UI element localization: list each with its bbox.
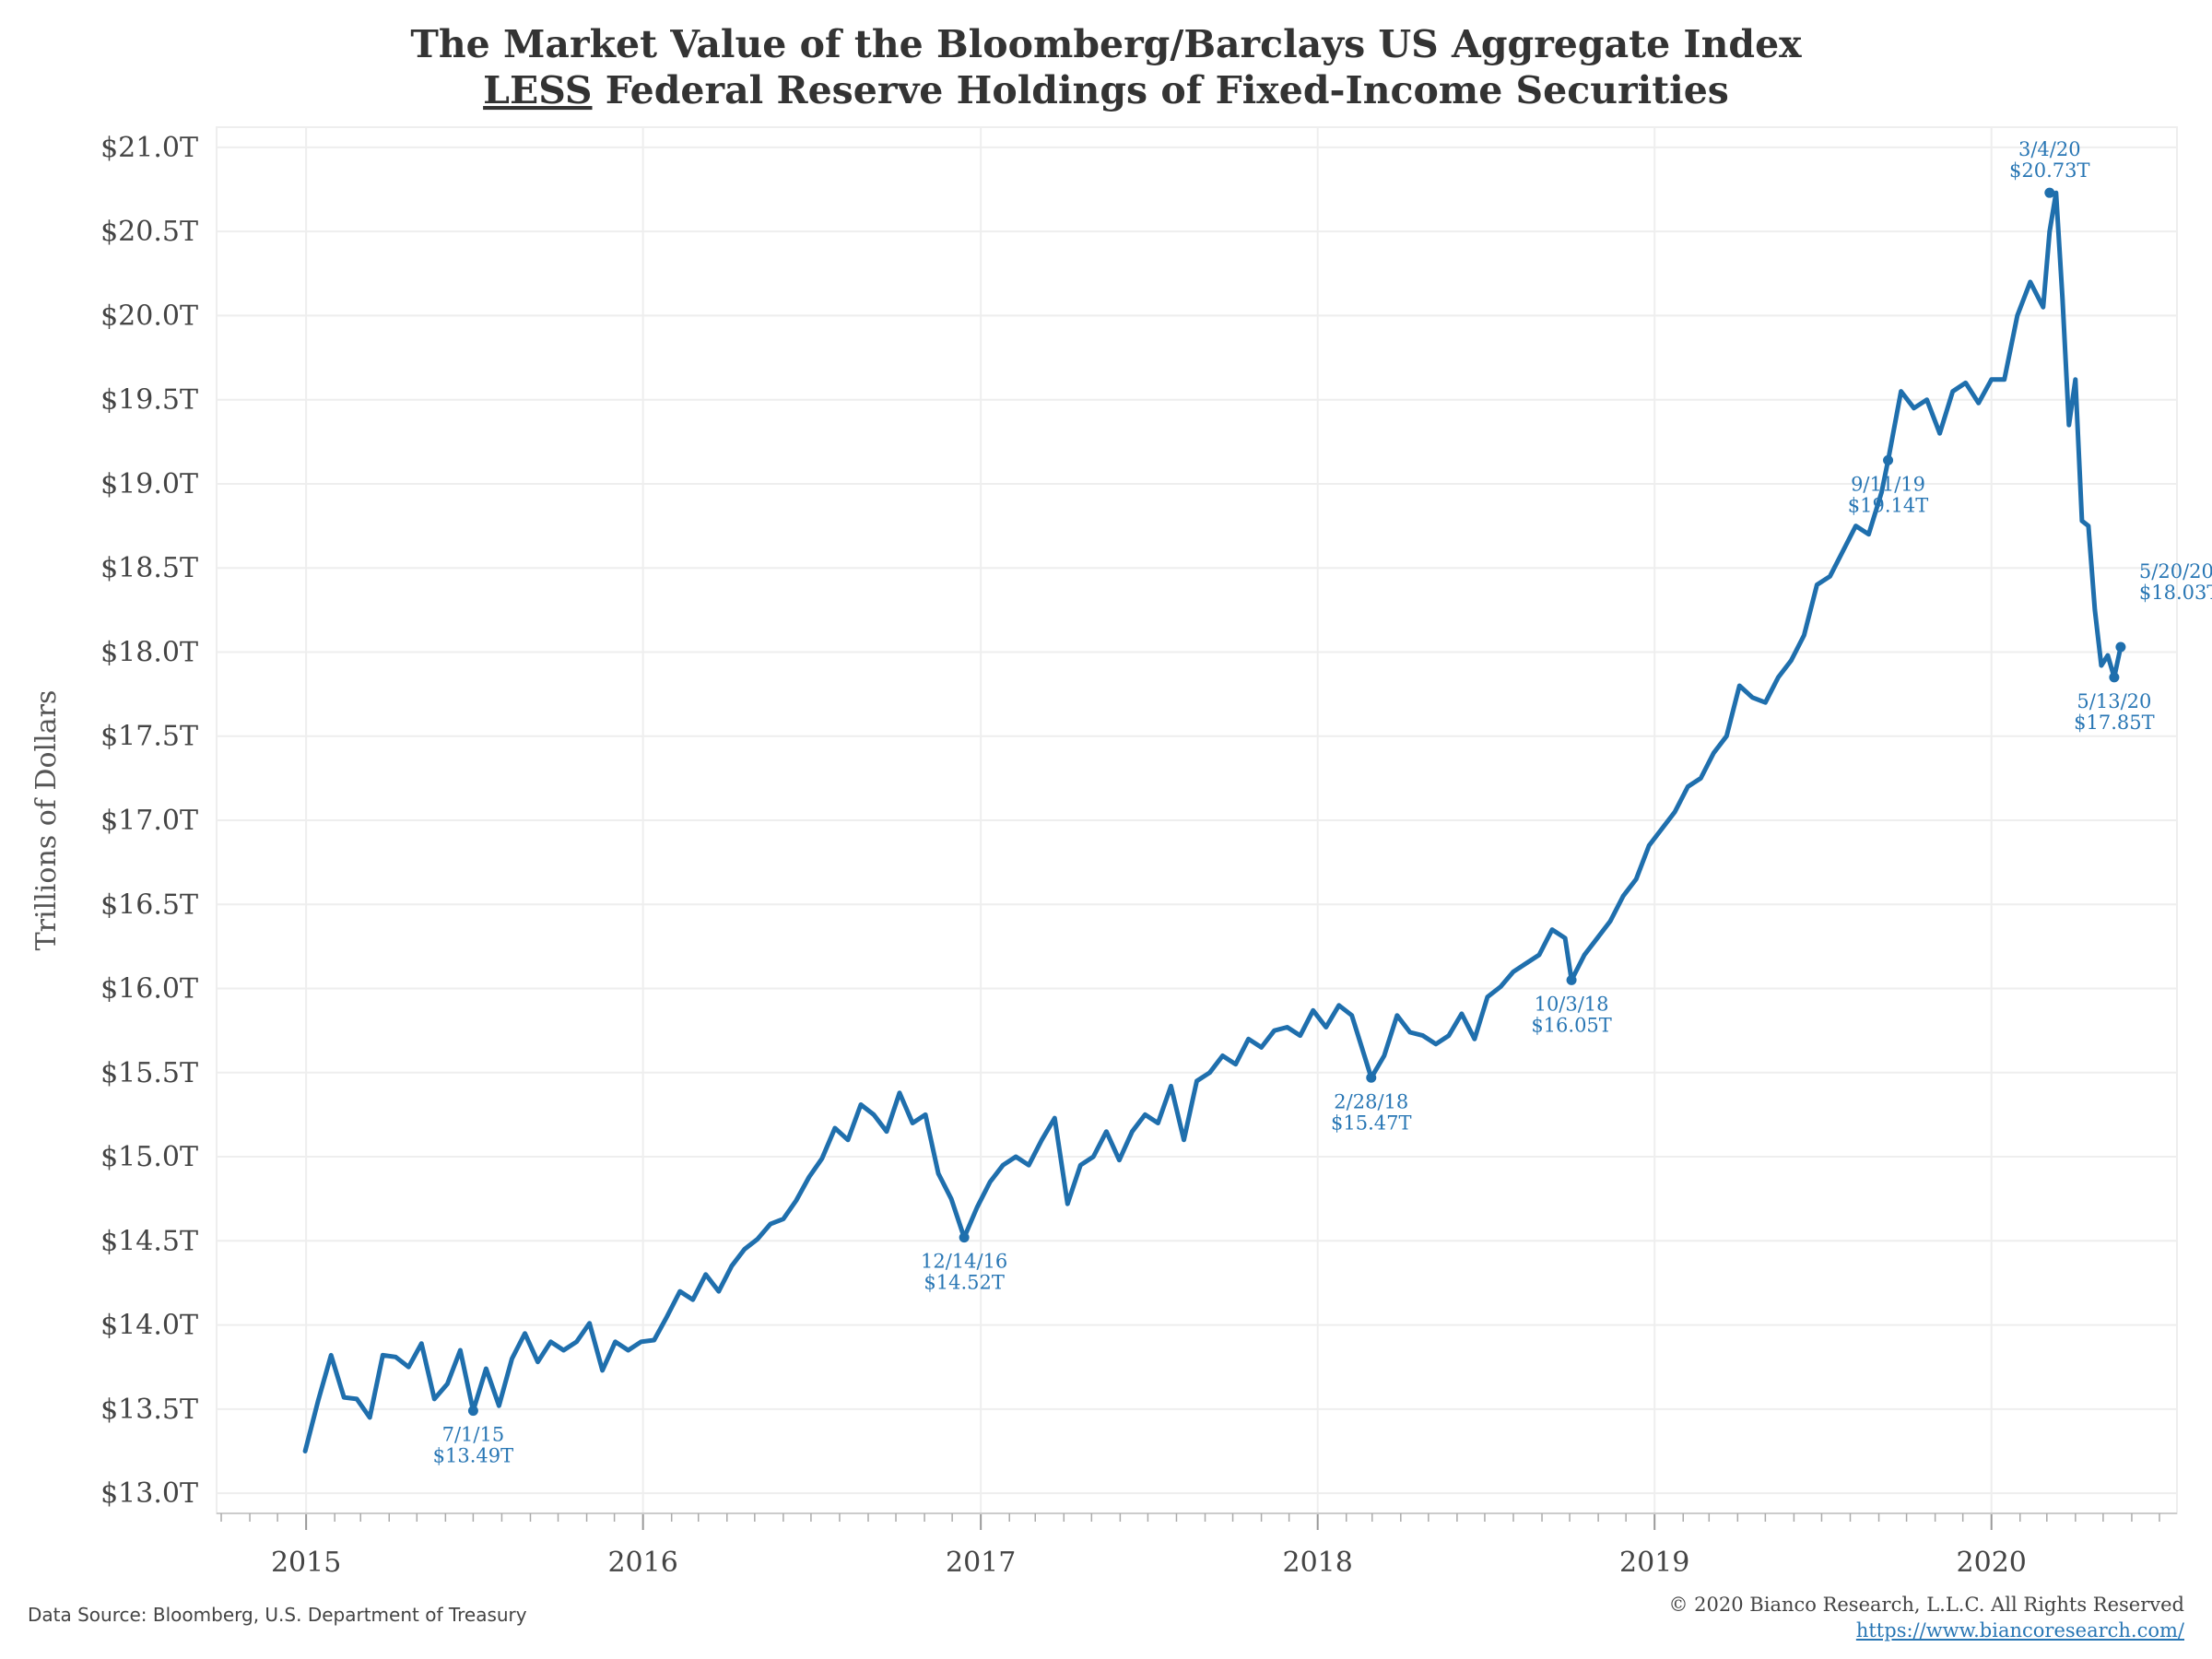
x-tick-label: 2020 <box>1957 1547 2027 1579</box>
annotation-marker <box>1566 974 1577 985</box>
y-tick-label: $13.0T <box>100 1477 198 1510</box>
x-tick-label: 2018 <box>1283 1547 1353 1579</box>
annotation-marker <box>1366 1072 1377 1083</box>
annotation-value: $17.85T <box>2074 712 2155 734</box>
y-tick-label: $17.0T <box>100 805 198 837</box>
y-tick-label: $21.0T <box>100 132 198 164</box>
series-line <box>302 190 2124 1453</box>
x-tick-label: 2015 <box>271 1547 341 1579</box>
footer-credits: © 2020 Bianco Research, L.L.C. All Right… <box>1669 1592 2185 1643</box>
annotation-date: 3/4/20 <box>2018 138 2081 160</box>
annotation-marker <box>1883 454 1894 465</box>
annotation-marker <box>2044 187 2055 198</box>
chart-title-line1: The Market Value of the Bloomberg/Barcla… <box>410 22 1802 66</box>
annotation-date: 5/20/20 <box>2139 560 2212 582</box>
annotation-marker <box>2115 641 2126 653</box>
grid <box>216 126 2178 1514</box>
annotation-date: 12/14/16 <box>921 1251 1007 1273</box>
y-tick-label: $16.5T <box>100 888 198 921</box>
y-tick-label: $18.0T <box>100 636 198 668</box>
y-tick-label: $14.0T <box>100 1310 198 1342</box>
annotation-marker <box>467 1406 478 1417</box>
axes: $13.0T $13.5T $14.0T $14.5T $15.0T $15.5T $16.… <box>100 132 2177 1579</box>
annotation-date: 2/28/18 <box>1334 1090 1408 1112</box>
annotation-value: $15.47T <box>1331 1112 1412 1134</box>
annotation-date: 7/1/15 <box>442 1424 505 1446</box>
annotation-value: $18.03T <box>2139 582 2212 604</box>
y-tick-label: $18.5T <box>100 552 198 584</box>
annotation-date: 5/13/20 <box>2077 690 2151 712</box>
annotation-value: $16.05T <box>1531 1014 1612 1036</box>
y-tick-label: $19.0T <box>100 468 198 500</box>
y-tick-label: $15.5T <box>100 1057 198 1089</box>
chart-title-emphasis: LESS <box>483 68 592 112</box>
copyright: © 2020 Bianco Research, L.L.C. All Right… <box>1668 1594 2185 1616</box>
annotation-value: $13.49T <box>433 1445 514 1467</box>
x-tick-label: 2016 <box>607 1547 677 1579</box>
annotation-value: $20.73T <box>2009 159 2090 182</box>
annotation-date: 9/11/19 <box>1851 473 1925 495</box>
y-tick-label: $15.0T <box>100 1141 198 1173</box>
website-link[interactable]: https://www.biancoresearch.com/ <box>1855 1619 2184 1641</box>
y-tick-label: $20.5T <box>100 216 198 248</box>
annotations: 7/1/15$13.49T 12/14/16$14.52T 2/28/18$15.4… <box>433 138 2212 1466</box>
annotation-date: 10/3/18 <box>1535 993 1609 1015</box>
series-layer <box>302 190 2124 1453</box>
y-axis-label: Trillions of Dollars <box>30 690 63 951</box>
annotation-marker <box>959 1232 970 1243</box>
y-tick-label: $14.5T <box>100 1225 198 1257</box>
y-tick-label: $17.5T <box>100 721 198 753</box>
data-source: Data Source: Bloomberg, U.S. Department … <box>28 1604 527 1626</box>
annotation-value: $14.52T <box>924 1272 1005 1294</box>
y-tick-label: $13.5T <box>100 1394 198 1426</box>
x-tick-label: 2019 <box>1619 1547 1689 1579</box>
x-tick-label: 2017 <box>946 1547 1016 1579</box>
chart-title-rest: Federal Reserve Holdings of Fixed-Income… <box>593 68 1729 112</box>
y-tick-label: $19.5T <box>100 384 198 417</box>
y-tick-label: $20.0T <box>100 300 198 332</box>
y-tick-label: $16.0T <box>100 973 198 1006</box>
annotation-value: $19.14T <box>1848 494 1929 516</box>
chart-title-line2: LESS Federal Reserve Holdings of Fixed-I… <box>483 68 1729 112</box>
annotation-marker <box>2109 672 2120 683</box>
